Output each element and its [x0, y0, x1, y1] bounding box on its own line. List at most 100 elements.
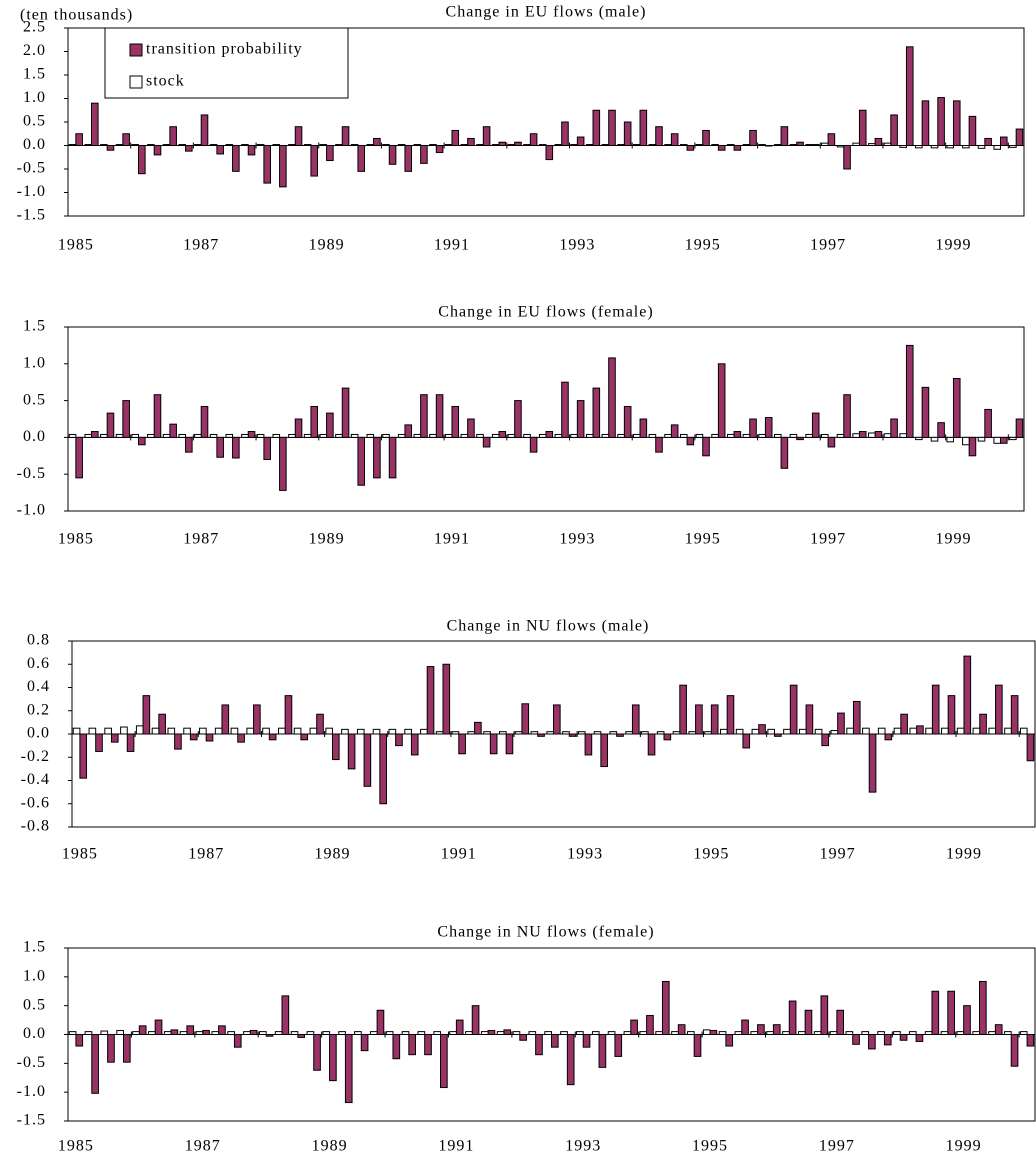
stock-bar	[178, 144, 187, 146]
stock-bar	[789, 433, 798, 438]
bar	[169, 126, 177, 146]
bar	[408, 1034, 416, 1056]
x-tick-label: 1989	[309, 237, 345, 254]
bar	[805, 704, 814, 735]
bar	[300, 733, 309, 741]
x-tick-label: 1999	[935, 237, 971, 254]
bar	[608, 109, 616, 146]
stock-bar	[183, 727, 191, 735]
stock-bar	[413, 433, 422, 438]
stock-bar	[883, 433, 892, 438]
bar	[451, 405, 460, 438]
stock-bar	[846, 727, 854, 735]
stock-bar	[930, 145, 939, 149]
stock-bar	[84, 1031, 93, 1036]
stock-bar	[366, 144, 375, 146]
bar	[232, 436, 240, 459]
stock-bar	[272, 433, 281, 438]
bar	[796, 436, 804, 441]
y-tick-label: 0.5	[23, 113, 46, 130]
stock-bar	[288, 144, 296, 146]
bar	[566, 1034, 575, 1086]
stock-bar	[560, 1031, 568, 1036]
stock-bar	[84, 144, 93, 146]
bar	[395, 733, 403, 747]
stock-bar	[868, 143, 876, 146]
bar	[435, 145, 444, 154]
bar	[733, 431, 742, 438]
stock-bar	[350, 433, 359, 438]
bar	[216, 436, 224, 458]
stock-bar	[465, 1031, 473, 1036]
stock-bar	[476, 144, 484, 146]
stock-bar	[766, 1031, 774, 1036]
bar	[169, 423, 177, 438]
stock-bar	[413, 144, 422, 146]
stock-bar	[100, 144, 108, 146]
stock-bar	[194, 433, 202, 438]
stock-bar	[530, 731, 539, 735]
stock-bar	[350, 144, 359, 146]
bar	[106, 412, 115, 438]
stock-bar	[385, 1031, 394, 1036]
stock-bar	[135, 725, 144, 735]
x-tick-label: 1989	[314, 846, 350, 863]
y-tick-label: 0.0	[23, 1025, 46, 1042]
bar	[921, 100, 930, 146]
bar	[764, 417, 773, 438]
stock-bar	[68, 144, 77, 146]
bar	[670, 424, 679, 438]
stock-bar	[491, 433, 500, 438]
stock-bar	[397, 144, 406, 146]
bar	[426, 666, 435, 735]
bar	[686, 436, 695, 446]
bar	[122, 133, 130, 146]
stock-bar	[909, 727, 918, 735]
bar	[647, 733, 656, 756]
bar	[788, 1000, 797, 1036]
bar	[916, 725, 924, 735]
bar	[284, 695, 293, 735]
bar	[424, 1034, 432, 1056]
bar	[921, 386, 930, 438]
bar	[263, 436, 271, 460]
x-tick-label: 1991	[434, 531, 470, 548]
stock-bar	[523, 433, 531, 438]
bar	[614, 1034, 623, 1057]
y-tick-label: -1.5	[17, 1112, 46, 1129]
y-tick-label: 0.0	[23, 136, 46, 153]
legend-box	[104, 27, 349, 99]
stock-bar	[514, 731, 523, 735]
bar	[780, 126, 789, 146]
stock-bar	[397, 433, 406, 438]
stock-bar	[115, 144, 124, 146]
bar	[655, 126, 663, 146]
stock-bar	[178, 433, 187, 438]
x-tick-label: 1995	[693, 846, 729, 863]
bar	[440, 1034, 448, 1089]
stock-bar	[147, 433, 155, 438]
stock-bar	[915, 436, 923, 441]
stock-bar	[585, 433, 594, 438]
stock-bar	[179, 1031, 188, 1036]
bar	[1015, 128, 1024, 147]
stock-bar	[773, 433, 782, 438]
bar	[189, 733, 198, 741]
stock-bar	[132, 1031, 140, 1036]
bar	[373, 436, 381, 479]
stock-bar	[288, 433, 296, 438]
bar	[326, 145, 334, 162]
stock-bar	[341, 728, 349, 735]
legend-swatch	[129, 43, 143, 57]
stock-bar	[225, 144, 234, 146]
stock-bar	[303, 433, 312, 438]
bar	[265, 1034, 274, 1037]
stock-bar	[632, 144, 641, 146]
bar	[931, 684, 940, 735]
y-tick-label: -0.6	[21, 794, 50, 811]
stock-bar	[68, 433, 77, 438]
stock-bar	[460, 433, 469, 438]
stock-bar	[209, 144, 218, 146]
bar	[726, 695, 735, 735]
bar	[952, 100, 961, 146]
